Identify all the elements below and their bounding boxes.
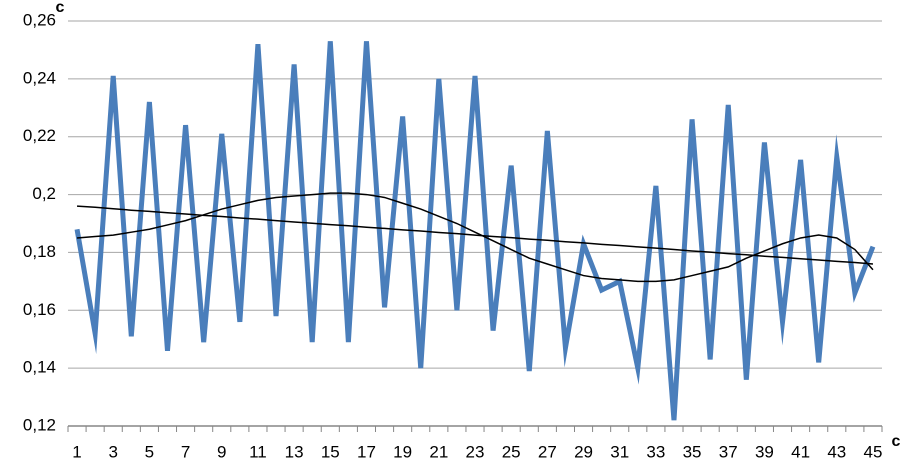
x-tick-label: 23 <box>466 442 485 461</box>
x-tick-label: 31 <box>610 442 629 461</box>
x-tick-label: 3 <box>108 442 117 461</box>
y-tick-label: 0,2 <box>32 184 56 203</box>
x-tick-label: 5 <box>145 442 154 461</box>
x-tick-label: 21 <box>429 442 448 461</box>
x-tick-label: 27 <box>538 442 557 461</box>
x-tick-label: 19 <box>393 442 412 461</box>
series-line <box>76 205 874 265</box>
x-tick-label: 1 <box>72 442 81 461</box>
x-tick-label: 35 <box>683 442 702 461</box>
x-tick-label: 43 <box>827 442 846 461</box>
x-tick-label: 33 <box>646 442 665 461</box>
series-line <box>76 192 874 283</box>
x-tick-label: 9 <box>217 442 226 461</box>
y-tick-label: 0,26 <box>23 10 56 29</box>
x-tick-label: 37 <box>719 442 738 461</box>
y-tick-label: 0,24 <box>23 68 56 87</box>
x-tick-label: 29 <box>574 442 593 461</box>
x-tick-label: 25 <box>502 442 521 461</box>
y-tick-label: 0,16 <box>23 300 56 319</box>
y-tick-label: 0,12 <box>23 415 56 434</box>
x-tick-label: 41 <box>791 442 810 461</box>
x-tick-label: 45 <box>863 442 882 461</box>
x-axis-title: c <box>892 433 901 450</box>
x-tick-label: 17 <box>357 442 376 461</box>
x-tick-label: 7 <box>181 442 190 461</box>
x-tick-label: 11 <box>249 442 267 461</box>
y-tick-label: 0,14 <box>23 358 56 377</box>
x-tick-label: 13 <box>285 442 304 461</box>
series-line <box>74 41 876 421</box>
y-axis-title: c <box>56 0 65 16</box>
x-tick-label: 39 <box>755 442 774 461</box>
x-tick-label: 15 <box>321 442 340 461</box>
y-tick-label: 0,22 <box>23 126 56 145</box>
y-tick-label: 0,18 <box>23 242 56 261</box>
